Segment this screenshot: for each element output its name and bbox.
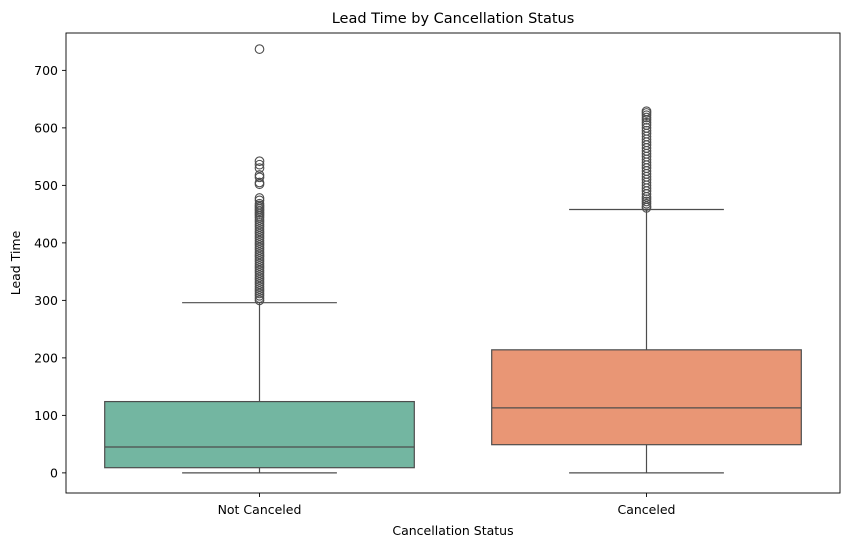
x-tick-label: Not Canceled [218, 502, 302, 517]
outlier-point [254, 226, 265, 237]
outlier-point [254, 224, 265, 234]
outlier-point [254, 254, 265, 264]
outlier-point [254, 238, 265, 248]
outlier-point [254, 212, 265, 223]
box-canceled [491, 106, 802, 474]
outlier-point [254, 247, 265, 257]
y-axis-label: Lead Time [8, 230, 23, 295]
outlier-point [641, 202, 652, 213]
outlier-point [254, 277, 265, 287]
outlier-point [254, 284, 265, 294]
outlier-point [254, 217, 265, 228]
outlier-point [641, 196, 652, 207]
outlier-point [641, 110, 652, 121]
outlier-point [254, 163, 265, 173]
y-tick-label: 400 [34, 235, 58, 250]
y-tick-label: 700 [34, 63, 58, 78]
outlier-point [254, 293, 265, 303]
outlier-point [254, 281, 265, 292]
outlier-point [254, 290, 265, 301]
outlier-point [254, 242, 265, 253]
outlier-point [641, 108, 652, 118]
outlier-point [641, 112, 652, 123]
outlier-point [254, 240, 265, 251]
outlier-point [254, 233, 265, 244]
outlier-point [254, 265, 265, 276]
outlier-point [641, 198, 652, 209]
outlier-point [254, 256, 265, 267]
plot-frame [65, 32, 841, 494]
outlier-point [254, 159, 265, 170]
outlier-point [641, 192, 652, 202]
outlier-point [254, 286, 265, 297]
outlier-point [254, 235, 265, 246]
y-axis: 0 100 200 300 400 500 600 700 [34, 63, 66, 480]
iqr-box [491, 349, 802, 446]
outlier-point [254, 221, 265, 232]
outlier-point [254, 263, 265, 274]
outlier-point [254, 267, 265, 278]
outlier-point [254, 219, 265, 230]
outlier-point [254, 274, 265, 285]
outlier-point [254, 288, 265, 299]
x-axis-label: Cancellation Status [392, 523, 513, 538]
outlier-point [254, 258, 265, 269]
y-tick-label: 600 [34, 120, 58, 135]
box-not-canceled [104, 44, 415, 474]
outlier-point [254, 251, 265, 262]
outlier-point [254, 179, 265, 190]
y-tick-label: 200 [34, 350, 58, 365]
outlier-point [254, 228, 265, 239]
outlier-point [254, 215, 265, 225]
outlier-point [254, 44, 265, 54]
outlier-point [641, 186, 652, 196]
outlier-point [254, 231, 265, 241]
outlier-point [254, 272, 265, 283]
x-axis: Not Canceled Canceled [218, 493, 676, 517]
outlier-point [254, 156, 265, 167]
y-tick-label: 500 [34, 178, 58, 193]
outlier-point [254, 261, 265, 271]
chart-title: Lead Time by Cancellation Status [332, 11, 575, 27]
outlier-point [254, 279, 265, 290]
y-tick-label: 0 [50, 465, 58, 480]
outlier-point [254, 249, 265, 260]
outlier-point [254, 170, 265, 180]
outlier-point [254, 295, 265, 306]
boxes [104, 44, 802, 474]
y-tick-label: 100 [34, 408, 58, 423]
outlier-point [641, 189, 652, 199]
outlier-point [254, 244, 265, 255]
outlier-point [254, 193, 265, 203]
outlier-point [254, 270, 265, 280]
x-tick-label: Canceled [618, 502, 676, 517]
y-tick-label: 300 [34, 293, 58, 308]
iqr-box [104, 400, 415, 469]
outlier-point [254, 172, 265, 183]
